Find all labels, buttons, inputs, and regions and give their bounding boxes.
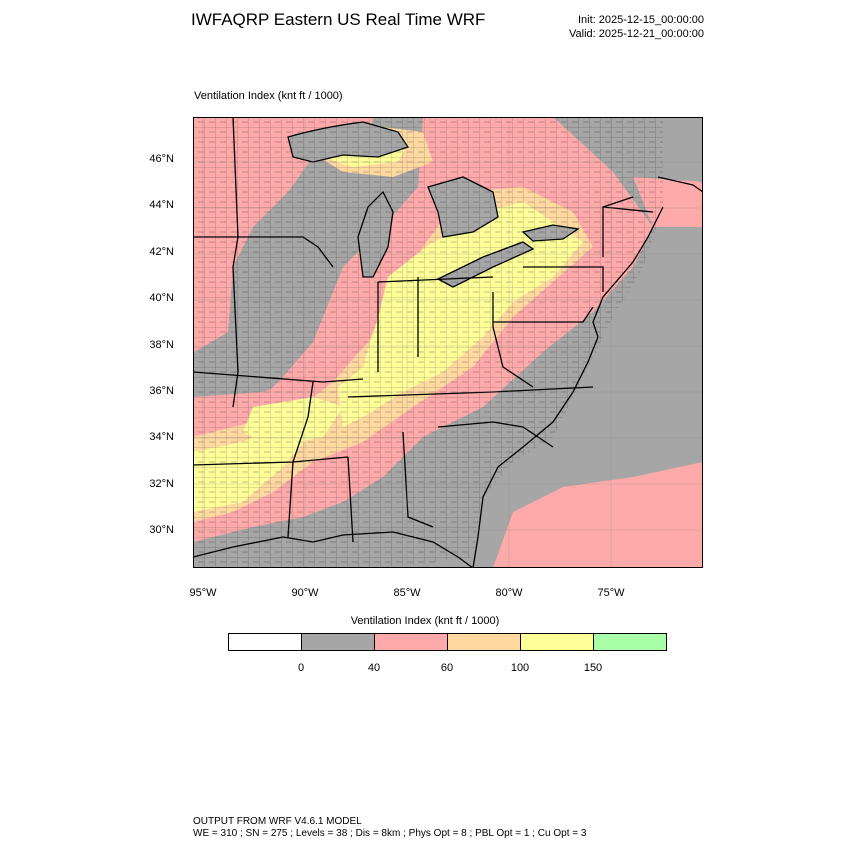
init-time: Init: 2025-12-15_00:00:00 xyxy=(578,14,704,26)
county-lines xyxy=(193,117,663,568)
graticule xyxy=(193,117,703,568)
lat-label: 46°N xyxy=(149,153,174,165)
chart-title: IWFAQRP Eastern US Real Time WRF xyxy=(191,10,486,29)
lat-label: 38°N xyxy=(149,339,174,351)
lon-label: 80°W xyxy=(495,587,523,599)
field-label: Ventilation Index (knt ft / 1000) xyxy=(194,90,343,102)
colorbar-swatch xyxy=(228,633,302,651)
lon-label: 90°W xyxy=(291,587,319,599)
lat-label: 42°N xyxy=(149,246,174,258)
colorbar-tick: 60 xyxy=(440,662,454,674)
colorbar-swatch xyxy=(520,633,594,651)
colorbar-swatch xyxy=(301,633,375,651)
colorbar-swatch xyxy=(593,633,667,651)
colorbar-swatch xyxy=(447,633,521,651)
ventilation-index-map xyxy=(193,117,703,568)
lat-label: 32°N xyxy=(149,478,174,490)
gulf-coastline xyxy=(193,531,474,568)
lat-label: 36°N xyxy=(149,385,174,397)
colorbar-tick: 0 xyxy=(297,662,305,674)
colorbar-swatch xyxy=(374,633,448,651)
lat-label: 44°N xyxy=(149,199,174,211)
lat-label: 30°N xyxy=(149,524,174,536)
valid-time: Valid: 2025-12-21_00:00:00 xyxy=(569,28,704,40)
lon-label: 75°W xyxy=(597,587,625,599)
lat-label: 34°N xyxy=(149,431,174,443)
lon-label: 95°W xyxy=(189,587,217,599)
lon-label: 85°W xyxy=(393,587,421,599)
colorbar-title: Ventilation Index (knt ft / 1000) xyxy=(350,615,500,627)
colorbar-tick: 40 xyxy=(367,662,381,674)
model-config: WE = 310 ; SN = 275 ; Levels = 38 ; Dis … xyxy=(193,828,587,839)
run-info: Init: 2025-12-15_00:00:00 Valid: 2025-12… xyxy=(569,13,704,41)
model-version: OUTPUT FROM WRF V4.6.1 MODEL xyxy=(193,816,362,827)
atlantic-coastline xyxy=(472,176,703,568)
model-info: OUTPUT FROM WRF V4.6.1 MODEL WE = 310 ; … xyxy=(193,816,586,840)
colorbar-tick: 100 xyxy=(510,662,530,674)
lat-label: 40°N xyxy=(149,292,174,304)
colorbar-tick: 150 xyxy=(583,662,603,674)
